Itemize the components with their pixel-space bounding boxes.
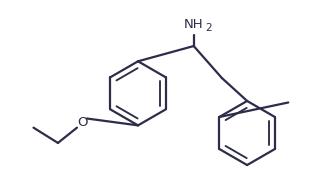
Text: O: O — [77, 116, 87, 129]
Text: NH: NH — [184, 18, 204, 31]
Text: 2: 2 — [205, 23, 212, 33]
